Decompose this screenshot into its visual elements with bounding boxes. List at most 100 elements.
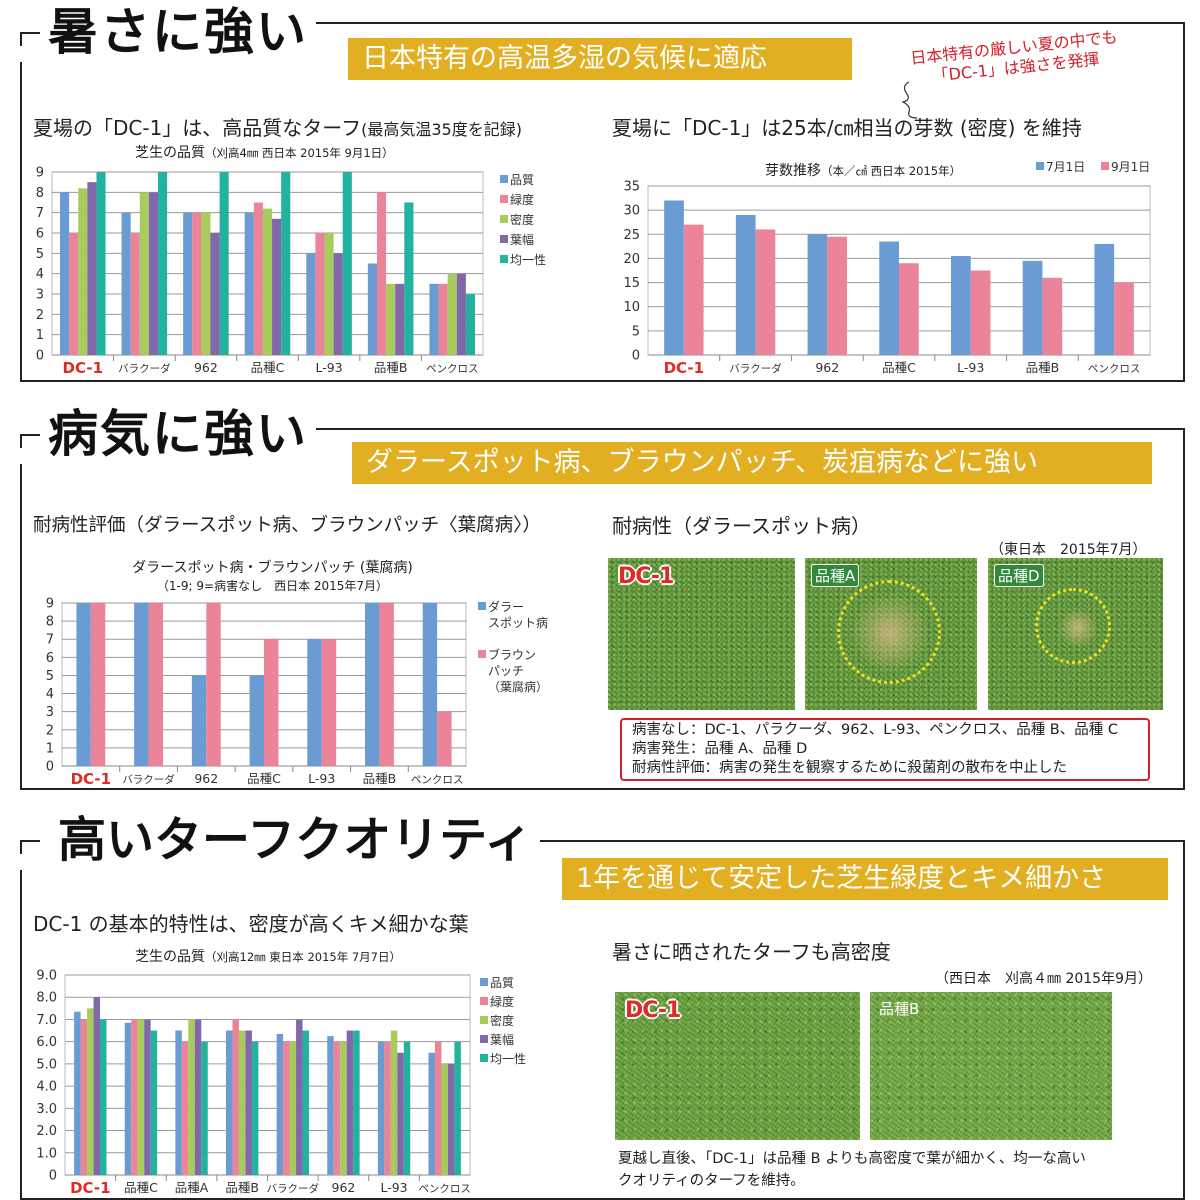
legend-label: パッチ <box>488 664 524 678</box>
chart3-title-sub: （1-9; 9=病害なし 西日本 2015年7月） <box>156 579 389 593</box>
bar <box>253 202 263 355</box>
bar <box>262 208 273 355</box>
bar <box>321 639 337 766</box>
y-tick-label: 7.0 <box>36 1013 57 1028</box>
bar <box>264 639 279 766</box>
legend-swatch <box>1036 162 1044 170</box>
x-tick-label: バラクーダ <box>267 1182 320 1195</box>
photo-label: DC-1 <box>618 564 674 589</box>
y-tick-label: 4 <box>36 267 44 282</box>
chart1-title-main: 芝生の品質 <box>135 145 205 161</box>
y-tick-label: 25 <box>623 228 640 243</box>
y-tick-label: 0 <box>632 349 640 364</box>
bar <box>121 212 131 355</box>
legend-swatch <box>478 650 486 658</box>
note-line: 病害発生：品種 A、品種 D <box>632 741 808 757</box>
left-heading-text: 夏場の「DC-1」は、高品質なターフ <box>33 116 362 140</box>
brace-icon <box>901 81 918 119</box>
section-heat-banner: 日本特有の高温多湿の気候に適応 <box>348 38 852 80</box>
y-tick-label: 3.0 <box>36 1102 57 1117</box>
disease-notes-box: 病害なし：DC-1、パラクーダ、962、L-93、ペンクロス、品種 B、品種 C… <box>620 718 1150 781</box>
y-tick-label: 5 <box>36 247 44 262</box>
bar <box>377 1041 385 1175</box>
bar <box>100 1019 107 1175</box>
bar <box>251 1041 259 1175</box>
bar <box>397 1052 404 1175</box>
caption-line: 夏越し直後、「DC-1」は品種 B よりも高密度で葉が細かく、均一な高い <box>618 1151 1086 1167</box>
section-quality-box <box>20 840 1185 1200</box>
chart4-title: 芝生の品質（刈高12㎜ 東日本 2015年 7月7日） <box>135 946 401 966</box>
bar <box>206 603 221 766</box>
bar <box>438 283 448 355</box>
bar <box>210 233 220 355</box>
x-tick-label: L-93 <box>380 1180 407 1195</box>
y-tick-label: 1 <box>46 741 54 756</box>
x-tick-label: L-93 <box>315 360 342 375</box>
x-tick-label: 品種B <box>363 771 397 786</box>
legend-label: 緑度 <box>510 192 534 207</box>
chart3-title-main: ダラースポット病・ブラウンパッチ (葉腐病) <box>132 560 413 576</box>
chart-svg: 0 1 2 3 4 5 6 7 8 9 DC-1 バラクーダ 962 品種C L-93 品種B ペンクロス ダラー… <box>46 597 548 789</box>
bar <box>276 1033 284 1175</box>
bar <box>181 1041 189 1175</box>
bar <box>403 1041 411 1175</box>
chart-disease-resistance: 0 1 2 3 4 5 6 7 8 9 DC-1 バラクーダ 962 品種C L-93 品種B ペンクロス ダラー… <box>20 595 590 790</box>
y-tick-label: 4.0 <box>36 1080 57 1095</box>
y-tick-label: 20 <box>623 252 640 267</box>
bar <box>219 172 229 355</box>
x-tick-label: 品種C <box>251 360 285 375</box>
note-line: 耐病性評価：病害の発生を観察するために殺菌剤の散布を中止した <box>632 760 1067 776</box>
bar <box>324 233 334 355</box>
chart-turf-quality-summer: 0 1 2 3 4 5 6 7 8 9 DC-1 バラクーダ 962 品種C L-93 品種B ペンクロス 品質緑… <box>20 160 590 380</box>
y-tick-label: 35 <box>623 180 640 195</box>
x-tick-label: 品種C <box>247 771 281 786</box>
bar <box>191 675 207 766</box>
disease-photo-note: （東日本 2015年7月） <box>990 542 1147 558</box>
bar <box>87 182 97 355</box>
bar <box>346 1030 354 1175</box>
photo-variety-d-disease: 品種D <box>988 558 1163 710</box>
x-tick-label: バラクーダ <box>729 362 782 375</box>
left-heading: 夏場の「DC-1」は、高品質なターフ(最高気温35度を記録) <box>33 112 522 141</box>
bar <box>90 603 106 766</box>
bar <box>307 639 322 766</box>
y-tick-label: 9.0 <box>36 969 57 984</box>
bar <box>327 1036 334 1175</box>
section-disease-title: 病気に強い <box>20 404 316 464</box>
bar <box>148 192 159 355</box>
x-tick-label: 962 <box>332 1180 356 1195</box>
y-tick-label: 0 <box>36 349 44 364</box>
legend-label: 葉幅 <box>510 232 534 247</box>
chart1-title: 芝生の品質（刈高4㎜ 西日本 2015年 9月1日） <box>135 142 394 162</box>
y-tick-label: 2 <box>46 723 54 738</box>
legend-swatch <box>500 235 508 243</box>
legend-swatch <box>500 195 508 203</box>
bar <box>340 1041 347 1175</box>
bar <box>386 283 396 355</box>
bar <box>139 192 149 355</box>
bar <box>422 603 438 766</box>
legend-label: 葉幅 <box>490 1032 514 1047</box>
bar <box>78 188 88 355</box>
bar <box>365 603 380 766</box>
quality-photo-note: （西日本 刈高４㎜ 2015年9月） <box>935 971 1152 987</box>
y-tick-label: 1 <box>36 328 44 343</box>
legend-swatch <box>500 255 508 263</box>
legend-label: スポット病 <box>488 615 548 630</box>
bar <box>134 603 149 766</box>
y-tick-label: 1.0 <box>36 1146 57 1161</box>
bar <box>384 1041 391 1175</box>
legend-label: ダラー <box>488 599 524 614</box>
x-tick-label: L-93 <box>308 771 335 786</box>
bar <box>232 1019 239 1175</box>
bar <box>447 273 457 355</box>
bar <box>283 1041 290 1175</box>
bar <box>807 234 828 355</box>
y-tick-label: 15 <box>623 276 640 291</box>
bar <box>289 1041 297 1175</box>
section-disease-banner: ダラースポット病、ブラウンパッチ、炭疽病などに強い <box>352 442 1152 484</box>
left-heading-small: (最高気温35度を記録) <box>361 120 522 139</box>
bar <box>238 1030 246 1175</box>
chart4-title-main: 芝生の品質 <box>135 949 205 965</box>
bar <box>201 1041 208 1175</box>
